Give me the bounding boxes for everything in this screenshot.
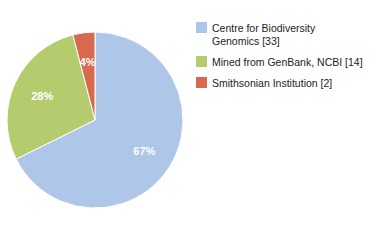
slice-label: 4% — [80, 56, 96, 68]
legend-swatch — [196, 77, 207, 88]
legend-swatch — [196, 22, 207, 33]
slice-label: 67% — [133, 145, 155, 157]
slices — [7, 32, 183, 208]
legend-label: Mined from GenBank, NCBI [14] — [212, 56, 363, 68]
legend-label: Smithsonian Institution [2] — [212, 77, 332, 89]
chart-svg: 67% 28% 4% Centre for BiodiversityGenomics … — [0, 0, 380, 240]
page: {"chart_data": {"type": "pie", "categori… — [0, 0, 380, 240]
legend-label-line: Genomics [33] — [212, 35, 280, 47]
legend-label-line: Mined from GenBank, NCBI [14] — [212, 56, 363, 68]
chart-container: 67% 28% 4% Centre for BiodiversityGenomics … — [0, 0, 380, 240]
legend: Centre for BiodiversityGenomics [33] Mine… — [196, 22, 363, 89]
legend-label: Centre for BiodiversityGenomics [33] — [212, 22, 316, 47]
legend-label-line: Centre for Biodiversity — [212, 22, 316, 34]
pie-slice — [73, 32, 95, 120]
slice-label: 28% — [31, 90, 53, 102]
legend-swatch — [196, 56, 207, 67]
data-labels: 67% 28% 4% — [31, 56, 155, 156]
legend-label-line: Smithsonian Institution [2] — [212, 77, 332, 89]
